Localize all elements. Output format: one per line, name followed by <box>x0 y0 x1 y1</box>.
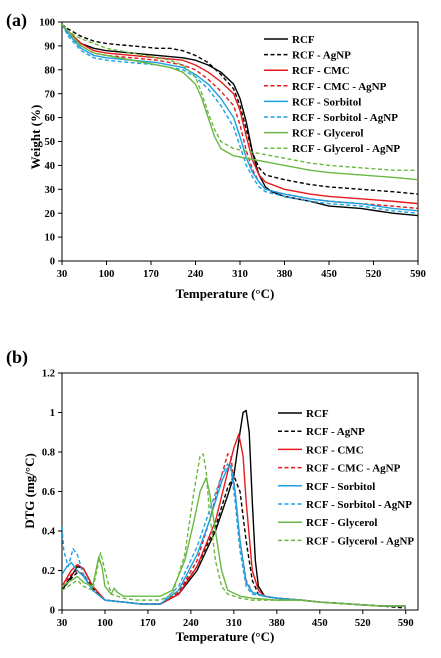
panel-b-legend-label-5: RCF - Sorbitol <box>306 481 375 493</box>
panel-b-dtg-chart: (b) Temperature (°C) DTG (mg/°C) 30 100 17… <box>6 347 419 644</box>
panel-a-y-tick-label: 60 <box>45 113 56 124</box>
panel-a-y-tick-label: 90 <box>45 42 56 53</box>
panel-a-legend-label-6: RCF - Sorbitol - AgNP <box>292 112 398 124</box>
panel-b-legend-label-4: RCF - CMC - AgNP <box>306 463 401 475</box>
panel-a-x-tick-label: 100 <box>99 269 115 280</box>
panel-a-y-tick-label: 40 <box>45 161 56 172</box>
panel-a-x-tick-label: 30 <box>57 269 68 280</box>
panel-b-y-tick-label: 1.2 <box>42 369 55 380</box>
panel-b-legend-label-7: RCF - Glycerol <box>306 517 377 529</box>
panel-a-x-tick-label: 310 <box>232 269 248 280</box>
panel-b-y-tick-label: 0.4 <box>42 527 56 538</box>
panel-a-series-line-5 <box>62 24 418 212</box>
panel-b-y-tick-label: 1 <box>50 408 55 419</box>
panel-b-legend-label-2: RCF - AgNP <box>306 426 365 438</box>
panel-a-x-tick-label: 520 <box>366 269 382 280</box>
panel-b-series-line-8 <box>62 453 406 607</box>
panel-a-y-axis-label: Weight (%) <box>28 105 43 170</box>
panel-a-x-tick-label: 450 <box>321 269 337 280</box>
panel-b-x-tick-label: 590 <box>398 618 414 629</box>
panel-a-y-tick-label: 50 <box>45 137 56 148</box>
panel-a-series-line-1 <box>62 23 418 217</box>
panel-a-x-tick-label: 590 <box>410 269 426 280</box>
panel-a-series-line-8 <box>62 23 418 171</box>
panel-b-x-tick-label: 100 <box>97 618 113 629</box>
panel-a-legend-label-7: RCF - Glycerol <box>292 128 363 140</box>
panel-b-x-tick-label: 170 <box>140 618 156 629</box>
panel-a-series-line-6 <box>62 24 418 214</box>
panel-b-x-tick-label: 520 <box>355 618 371 629</box>
panel-a-legend-label-1: RCF <box>292 34 315 46</box>
panel-b-x-tick-label: 450 <box>312 618 328 629</box>
panel-b-x-tick-label: 380 <box>269 618 285 629</box>
panel-a-legend-label-3: RCF - CMC <box>292 65 350 77</box>
panel-b-legend-label-1: RCF <box>306 408 329 420</box>
panel-b-x-tick-label: 30 <box>57 618 68 629</box>
panel-a-y-tick-label: 100 <box>39 18 55 29</box>
panel-a-legend-label-2: RCF - AgNP <box>292 50 351 62</box>
panel-a-series-line-7 <box>62 23 418 181</box>
panel-b-y-axis-label: DTG (mg/°C) <box>22 453 37 529</box>
panel-a-legend-label-5: RCF - Sorbitol <box>292 96 361 108</box>
panel-a-x-axis-label: Temperature (°C) <box>176 286 275 301</box>
panel-a-legend-label-8: RCF - Glycerol - AgNP <box>292 143 400 155</box>
panel-a-label: (a) <box>6 10 27 31</box>
panel-b-legend-label-6: RCF - Sorbitol - AgNP <box>306 499 412 511</box>
panel-b-x-tick-label: 310 <box>226 618 242 629</box>
panel-a-plot-frame <box>61 21 419 262</box>
panel-a-x-tick-label: 240 <box>188 269 204 280</box>
panel-a-y-tick-label: 80 <box>45 65 56 76</box>
panel-b-y-tick-label: 0.8 <box>42 448 55 459</box>
panel-a-y-tick-label: 70 <box>45 89 56 100</box>
panel-b-legend-label-3: RCF - CMC <box>306 444 364 456</box>
panel-a-x-tick-label: 380 <box>277 269 293 280</box>
panel-b-y-tick-label: 0 <box>50 606 55 617</box>
panel-a-y-tick-label: 20 <box>45 209 56 220</box>
panel-a-x-tick-label: 170 <box>143 269 159 280</box>
panel-b-x-axis-label: Temperature (°C) <box>176 629 275 644</box>
panel-b-y-tick-label: 0.2 <box>42 566 55 577</box>
panel-a-y-tick-label: 30 <box>45 185 56 196</box>
panel-a-series-line-2 <box>62 23 418 195</box>
panel-a-legend-label-4: RCF - CMC - AgNP <box>292 81 387 93</box>
panel-b-label: (b) <box>6 347 28 368</box>
panel-a-weight-chart: (a) Temperature (°C) Weight (%) 30 100 170… <box>6 10 426 301</box>
panel-b-x-tick-label: 240 <box>183 618 199 629</box>
panel-a-y-tick-label: 10 <box>45 233 56 244</box>
panel-b-series-line-4 <box>62 453 406 607</box>
panel-a-series-line-3 <box>62 23 418 205</box>
panel-b-y-tick-label: 0.6 <box>42 487 55 498</box>
panel-b-series-line-6 <box>62 463 406 607</box>
panel-a-y-tick-label: 0 <box>50 257 55 268</box>
panel-b-legend-label-8: RCF - Glycerol - AgNP <box>306 535 414 547</box>
